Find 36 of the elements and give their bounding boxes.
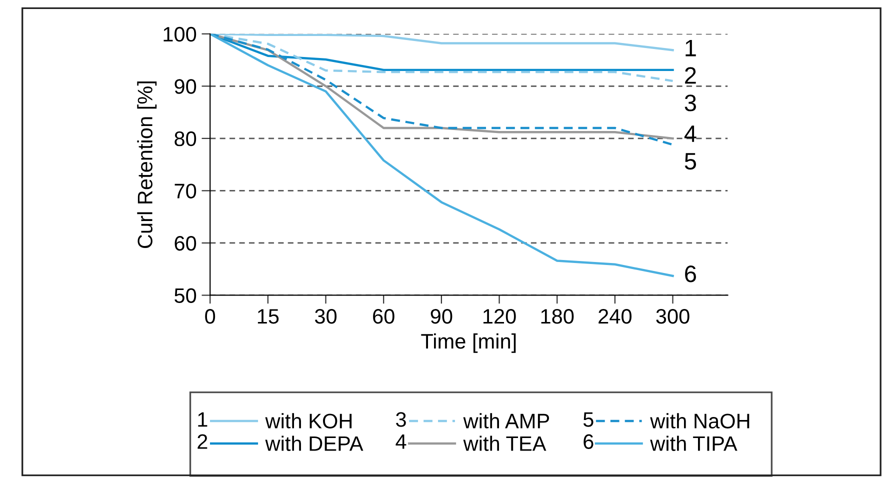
x-tick-label: 240	[598, 308, 632, 324]
y-tick-label: 60	[174, 236, 196, 251]
text: 4	[396, 434, 406, 449]
text: 2	[198, 434, 208, 449]
text: 3	[396, 412, 406, 427]
legend-label: with DEPA	[265, 436, 364, 451]
annotation: 6	[685, 266, 696, 282]
annotation: 3	[684, 94, 696, 112]
x-axis-title: Time [min]	[421, 333, 516, 353]
legend-label: with AMP	[463, 413, 550, 428]
annotation: 2	[685, 67, 696, 84]
y-tick-label: 90	[174, 79, 196, 94]
y-tick-label: 80	[174, 131, 196, 146]
text: 5	[583, 412, 594, 427]
annotation: 1	[686, 40, 696, 56]
annotation: 5	[684, 153, 696, 170]
legend-label: with TIPA	[650, 436, 738, 451]
y-tick-label: 70	[174, 184, 196, 198]
x-tick-label: 60	[373, 308, 394, 324]
line-series	[210, 34, 674, 278]
x-tick-label: 180	[541, 308, 574, 324]
legend-label: with TEA	[463, 436, 546, 451]
x-tick-label: 0	[205, 308, 216, 324]
x-tick-label: 90	[430, 308, 452, 324]
y-tick-label: 100	[164, 26, 196, 42]
legend-label: with KOH	[265, 413, 352, 428]
y-tick-label: 50	[174, 288, 196, 303]
text: 1	[198, 412, 208, 427]
x-tick-label: 30	[314, 308, 337, 324]
x-tick-label: 300	[656, 308, 690, 324]
x-tick-label: 120	[483, 308, 516, 324]
legend-label: with NaOH	[650, 413, 750, 428]
text: 6	[584, 434, 594, 450]
annotation: 4	[684, 126, 696, 142]
x-tick-label: 15	[258, 309, 279, 324]
y-axis-title: Curl Retention [%]	[137, 82, 157, 248]
